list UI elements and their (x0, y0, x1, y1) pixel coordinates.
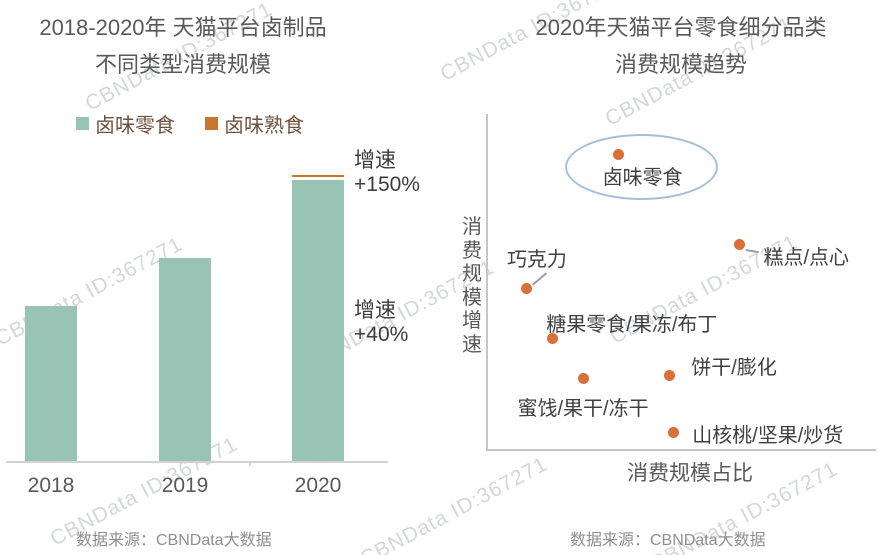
annotation-text: +150% (354, 173, 420, 196)
right-x-axis-title: 消费规模占比 (627, 462, 753, 485)
x-axis-label-2019: 2019 (161, 474, 209, 497)
annotation-text: 增速 (354, 149, 396, 172)
x-axis-label-2020: 2020 (294, 474, 342, 497)
left-chart-title-line1: 2018-2020年 天猫平台卤制品 (39, 15, 327, 40)
scatter-label-6: 蜜饯/果干/冻干 (517, 397, 649, 420)
watermark-text: CBNData ID:367271 (356, 452, 552, 555)
right-y-axis-title: 消费规模增速 (462, 216, 482, 356)
watermark-text: CBNData ID:367271 (877, 492, 881, 555)
right-chart-title-line1: 2020年天猫平台零食细分品类 (535, 15, 827, 40)
right-chart-title: 2020年天猫平台零食细分品类 消费规模趋势 (481, 9, 881, 83)
scatter-label-2: 巧克力 (506, 249, 567, 272)
left-chart-title: 2018-2020年 天猫平台卤制品 不同类型消费规模 (8, 9, 358, 83)
growth-annotation-40: 增速 +40% (354, 299, 408, 347)
growth-annotation-150: 增速 +150% (354, 149, 420, 197)
legend-label: 卤味熟食 (224, 115, 304, 137)
annotation-text: 增速 (354, 299, 396, 322)
legend-label: 卤味零食 (95, 115, 175, 137)
right-chart-title-line2: 消费规模趋势 (614, 52, 747, 77)
legend-swatch-teal-icon (76, 117, 89, 130)
legend-item-luwei-shushi: 卤味熟食 (205, 109, 304, 138)
left-source-note: 数据来源：CBNData大数据 (76, 532, 272, 549)
left-chart-legend: 卤味零食 卤味熟食 (76, 109, 304, 138)
legend-swatch-orange-icon (205, 117, 218, 130)
leader-line-gaodian (745, 249, 759, 253)
scatter-dot-4 (546, 332, 558, 344)
scatter-label-3: 糕点/点心 (763, 246, 850, 269)
scatter-dot-6 (578, 373, 589, 385)
x-axis-label-2018: 2018 (27, 474, 75, 497)
scatter-dot-3 (734, 239, 745, 251)
scatter-label-4: 糖果零食/果冻/布丁 (546, 314, 718, 337)
highlight-ellipse (565, 134, 718, 200)
scatter-label-7: 山核桃/坚果/炒货 (692, 425, 844, 448)
left-x-axis-tick (249, 461, 251, 466)
bar-2020-luwei-shushi (292, 175, 344, 182)
bar-2018-luwei-lingshi (25, 306, 77, 461)
leader-line-qiaokeli (532, 272, 547, 286)
left-x-axis-line (6, 461, 388, 463)
bar-2019-luwei-lingshi (159, 258, 211, 461)
right-x-axis-line (486, 449, 876, 451)
right-y-axis-line (486, 114, 488, 450)
scatter-dot-7 (667, 426, 679, 438)
scatter-dot-5 (663, 369, 675, 381)
scatter-label-5: 饼干/膨化 (691, 357, 777, 380)
left-chart-title-line2: 不同类型消费规模 (94, 52, 271, 77)
scatter-dot-2 (521, 282, 533, 294)
annotation-text: +40% (354, 323, 409, 346)
right-source-note: 数据来源：CBNData大数据 (570, 532, 766, 549)
bar-2020-luwei-lingshi (292, 180, 344, 461)
legend-item-luwei-lingshi: 卤味零食 (76, 109, 175, 138)
